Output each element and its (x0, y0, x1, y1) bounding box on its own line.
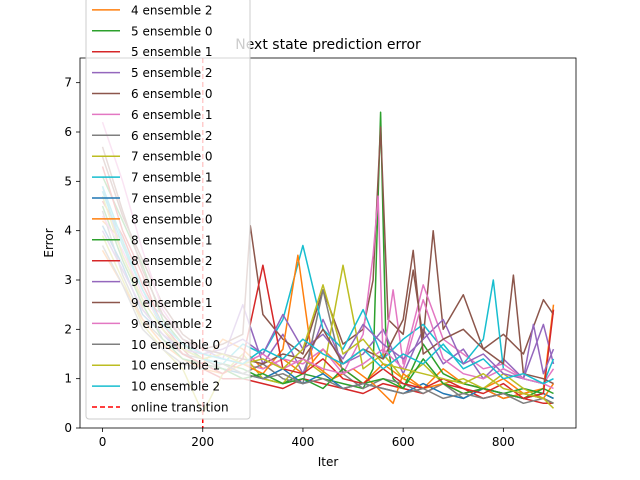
chart-title: Next state prediction error (235, 37, 421, 53)
y-axis-label: Error (42, 228, 56, 257)
legend: 4 ensemble 2 5 ensemble 0 5 ensemble 1 5 en… (85, 0, 251, 420)
x-tick-label-3: 600 (392, 435, 415, 449)
legend-label-3: 5 ensemble 2 (131, 66, 213, 80)
legend-label-11: 8 ensemble 1 (131, 233, 213, 247)
legend-label-17: 10 ensemble 1 (131, 359, 220, 373)
plot-frame (79, 57, 577, 429)
y-tick-label-6: 6 (64, 125, 72, 139)
legend-label-9: 7 ensemble 2 (131, 192, 213, 206)
legend-label-4: 6 ensemble 0 (131, 87, 213, 101)
legend-label-8: 7 ensemble 1 (131, 171, 213, 185)
legend-label-15: 9 ensemble 2 (131, 317, 213, 331)
x-tick-label-1: 200 (191, 435, 214, 449)
y-axis: 0 1 2 3 4 5 6 7 (64, 76, 80, 435)
legend-label-13: 9 ensemble 0 (131, 275, 213, 289)
legend-label-0: 4 ensemble 2 (131, 3, 213, 17)
x-tick-label-4: 800 (492, 435, 515, 449)
legend-label-16: 10 ensemble 0 (131, 338, 220, 352)
legend-label-6: 6 ensemble 2 (131, 129, 213, 143)
y-tick-label-1: 1 (64, 372, 72, 386)
legend-label-19: online transition (131, 401, 229, 415)
x-tick-label-2: 400 (291, 435, 314, 449)
legend-box (85, 0, 251, 420)
legend-label-2: 5 ensemble 1 (131, 45, 213, 59)
legend-label-12: 8 ensemble 2 (131, 254, 213, 268)
legend-label-14: 9 ensemble 1 (131, 296, 213, 310)
y-tick-label-4: 4 (64, 224, 72, 238)
x-tick-label-0: 0 (99, 435, 107, 449)
legend-label-7: 7 ensemble 0 (131, 150, 213, 164)
y-tick-label-7: 7 (64, 76, 72, 90)
legend-label-18: 10 ensemble 2 (131, 380, 220, 394)
legend-label-5: 6 ensemble 1 (131, 108, 213, 122)
legend-label-1: 5 ensemble 0 (131, 24, 213, 38)
y-tick-label-3: 3 (64, 273, 72, 287)
y-tick-label-2: 2 (64, 322, 72, 336)
x-axis: 0 200 400 600 800 (99, 428, 515, 449)
y-tick-label-5: 5 (64, 174, 72, 188)
legend-label-10: 8 ensemble 0 (131, 212, 213, 226)
y-tick-label-0: 0 (64, 421, 72, 435)
x-axis-label: Iter (318, 455, 339, 469)
